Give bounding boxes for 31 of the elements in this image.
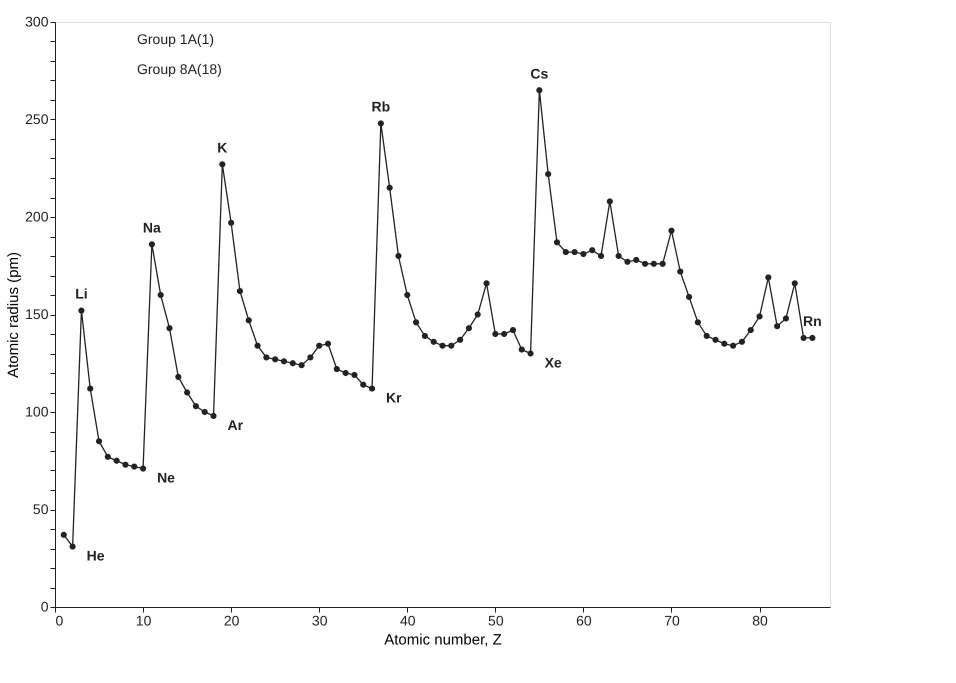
x-tick-label: 0 [56,612,64,628]
annotation: Na [142,219,162,236]
y-tick-label: 100 [25,404,49,420]
x-tick-label: 50 [488,612,504,628]
y-tick-label: 0 [40,598,49,614]
y-tick-label: 200 [25,208,49,224]
x-tick-label: 60 [576,612,592,628]
x-tick-label: 10 [136,612,152,628]
annotation: Group 1A(1) [137,31,214,47]
annotation: Li [75,286,88,302]
annotation: Ne [157,470,176,486]
annotation: Group 8A(18) [137,61,222,77]
y-tick-label: 300 [25,14,49,30]
y-tick-label: 150 [25,306,49,322]
annotation: Ar [228,416,244,433]
annotation: Cs [530,65,549,82]
x-axis-title: Atomic number, Z [384,632,502,648]
y-tick-label: 250 [25,111,49,127]
annotation: He [86,548,105,564]
x-tick-label: 30 [312,612,328,628]
annotation: Rn [803,312,822,329]
annotation: K [217,139,228,156]
y-tick-label: 50 [32,501,49,517]
annotation: Rb [372,98,390,114]
x-tick-label: 70 [664,612,680,628]
annotation: Kr [386,390,402,406]
y-axis-title: Atomic radius (pm) [5,252,22,378]
x-tick-label: 40 [400,612,416,628]
x-tick-label: 20 [224,612,240,628]
annotation: Xe [544,354,562,370]
x-tick-label: 80 [752,612,768,628]
